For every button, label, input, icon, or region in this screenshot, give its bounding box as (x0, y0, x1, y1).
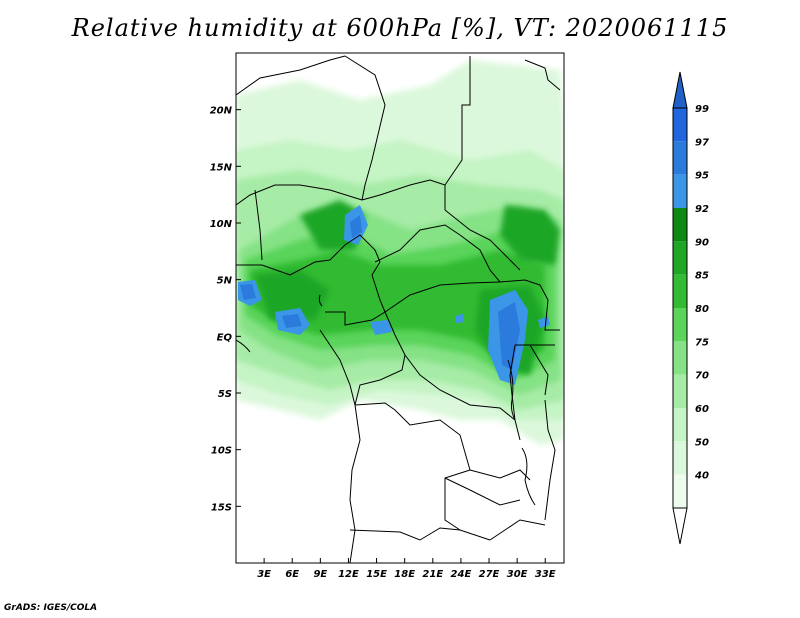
legend-level-60: 60 (695, 404, 709, 415)
lon-label-30e: 30E (507, 569, 528, 580)
lat-label-15s: 15S (211, 502, 232, 513)
legend-level-50: 50 (695, 437, 709, 448)
grads-credit: GrADS: IGES/COLA (4, 603, 98, 613)
lon-label-21e: 21E (422, 569, 443, 580)
legend-level-80: 80 (695, 304, 709, 315)
legend-swatch-6 (673, 308, 687, 342)
humidity-field (236, 53, 564, 563)
lon-label-3e: 3E (257, 569, 271, 580)
lon-label-33e: 33E (535, 569, 556, 580)
latitude-axis: 20N 15N 10N 5N EQ 5S 10S 15S (210, 106, 241, 513)
legend-swatch-7 (673, 341, 687, 375)
legend-level-95: 95 (695, 171, 709, 182)
lon-label-27e: 27E (479, 569, 500, 580)
legend-swatch-9 (673, 408, 687, 442)
lat-label-10n: 10N (210, 219, 233, 230)
legend-swatch-10 (673, 441, 687, 475)
lat-label-5s: 5S (218, 389, 232, 400)
legend-level-97: 97 (695, 137, 709, 148)
legend-top-arrow (672, 71, 688, 109)
legend-bottom-arrow (672, 507, 688, 545)
lat-label-20n: 20N (210, 106, 233, 117)
lon-label-15e: 15E (366, 569, 387, 580)
lat-label-10s: 10S (211, 446, 232, 457)
legend-level-85: 85 (695, 271, 709, 282)
legend-level-70: 70 (695, 371, 709, 382)
legend-level-99: 99 (695, 104, 709, 115)
legend-swatch-3 (673, 208, 687, 242)
legend-swatch-11 (673, 474, 687, 508)
lon-label-24e: 24E (451, 569, 472, 580)
map-title: Relative humidity at 600hPa [%], VT: 202… (71, 14, 729, 42)
lat-label-5n: 5N (217, 276, 233, 287)
lon-label-18e: 18E (394, 569, 415, 580)
lon-label-12e: 12E (338, 569, 359, 580)
legend-swatch-1 (673, 141, 687, 175)
legend-swatch-0 (673, 108, 687, 142)
legend-swatch-2 (673, 174, 687, 208)
longitude-axis: 3E 6E 9E 12E 15E 18E 21E 24E 27E 30E 33E (257, 558, 556, 580)
legend-swatch-4 (673, 241, 687, 275)
map-frame (235, 52, 565, 564)
legend-level-90: 90 (695, 237, 709, 248)
legend-level-92: 92 (695, 204, 709, 215)
country-borders (236, 55, 561, 563)
lon-label-6e: 6E (285, 569, 299, 580)
lat-label-15n: 15N (210, 162, 233, 173)
color-legend: 99 97 95 92 90 85 80 75 70 60 50 40 (672, 71, 709, 545)
legend-level-75: 75 (695, 337, 709, 348)
legend-swatch-5 (673, 274, 687, 308)
lon-label-9e: 9E (313, 569, 327, 580)
legend-swatch-8 (673, 374, 687, 408)
lat-label-eq: EQ (217, 332, 233, 343)
legend-level-40: 40 (694, 471, 709, 482)
